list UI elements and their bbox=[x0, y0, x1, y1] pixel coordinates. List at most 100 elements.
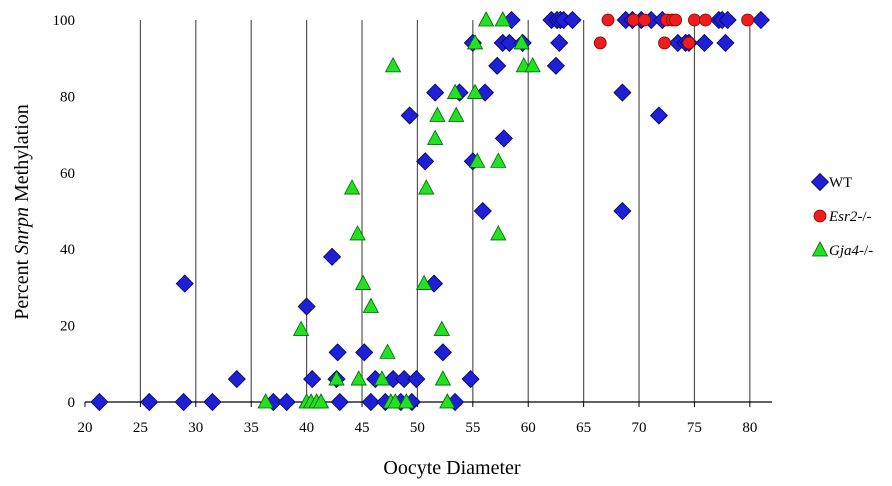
data-point-diamond bbox=[303, 370, 322, 389]
x-tick-label: 40 bbox=[299, 420, 314, 436]
data-point-triangle bbox=[429, 106, 446, 122]
data-point-diamond bbox=[473, 201, 492, 221]
data-point-triangle bbox=[433, 320, 450, 336]
legend-item: WT bbox=[810, 172, 852, 192]
y-tick-label: 40 bbox=[60, 242, 75, 258]
y-tick-label: 0 bbox=[68, 395, 76, 411]
data-point-triangle bbox=[379, 343, 396, 359]
data-point-triangle bbox=[343, 179, 361, 195]
data-point-triangle bbox=[418, 179, 435, 195]
data-point-diamond bbox=[297, 297, 316, 316]
legend-label: WT bbox=[829, 175, 852, 191]
series-diamond bbox=[90, 10, 770, 412]
data-point-circle bbox=[682, 36, 696, 50]
x-tick-label: 60 bbox=[521, 420, 536, 436]
x-tick-label: 80 bbox=[742, 420, 757, 436]
data-point-triangle bbox=[312, 393, 330, 409]
x-tick-label: 50 bbox=[410, 420, 425, 436]
data-point-circle bbox=[593, 36, 607, 50]
data-point-diamond bbox=[227, 370, 246, 389]
x-tick-label: 65 bbox=[576, 420, 591, 436]
data-points bbox=[90, 10, 770, 412]
data-point-diamond bbox=[613, 83, 632, 102]
data-point-circle bbox=[699, 13, 712, 27]
y-tick-label: 20 bbox=[60, 319, 75, 335]
data-point-diamond bbox=[416, 152, 435, 171]
series-triangle bbox=[257, 11, 541, 409]
data-point-diamond bbox=[407, 370, 426, 389]
data-point-diamond bbox=[563, 10, 582, 30]
data-point-circle bbox=[658, 36, 671, 50]
data-point-circle bbox=[741, 13, 755, 27]
data-point-circle bbox=[688, 13, 701, 27]
data-point-triangle bbox=[434, 370, 452, 386]
data-point-diamond bbox=[718, 10, 737, 30]
data-point-diamond bbox=[174, 392, 193, 412]
data-point-triangle bbox=[466, 83, 484, 99]
data-point-triangle bbox=[292, 320, 310, 336]
data-point-diamond bbox=[140, 392, 159, 412]
legend-marker-diamond bbox=[810, 172, 830, 192]
data-point-triangle bbox=[349, 225, 366, 241]
legend-item: Esr2-/- bbox=[813, 209, 872, 225]
data-point-triangle bbox=[466, 34, 484, 50]
data-point-diamond bbox=[649, 106, 669, 125]
data-point-triangle bbox=[362, 297, 380, 313]
data-point-triangle bbox=[415, 274, 433, 290]
data-point-triangle bbox=[387, 393, 404, 409]
data-point-triangle bbox=[439, 393, 456, 409]
y-tick-label: 100 bbox=[53, 13, 76, 29]
x-tick-labels: 20 25 30 35 40 45 50 55 60 65 70 75 80 bbox=[78, 402, 757, 436]
data-point-diamond bbox=[323, 247, 342, 266]
series-circle bbox=[593, 13, 755, 50]
data-point-diamond bbox=[751, 10, 770, 30]
data-point-triangle bbox=[477, 11, 495, 27]
x-tick-label: 55 bbox=[465, 420, 480, 436]
data-point-triangle bbox=[398, 393, 415, 409]
x-tick-label: 45 bbox=[355, 420, 370, 436]
data-point-diamond bbox=[328, 343, 347, 362]
data-point-circle bbox=[638, 13, 651, 27]
data-point-diamond bbox=[330, 392, 349, 412]
data-point-diamond bbox=[433, 343, 452, 362]
x-tick-label: 20 bbox=[78, 420, 93, 436]
data-point-diamond bbox=[494, 129, 513, 148]
x-tick-label: 30 bbox=[188, 420, 203, 436]
y-tick-label: 80 bbox=[60, 89, 75, 105]
x-tick-label: 35 bbox=[244, 420, 259, 436]
y-axis-title-gene: Snrpn bbox=[11, 207, 33, 255]
x-tick-label: 75 bbox=[687, 420, 702, 436]
y-axis-title-prefix: Percent bbox=[11, 255, 33, 320]
data-point-triangle bbox=[513, 34, 530, 50]
data-point-circle bbox=[601, 13, 615, 27]
legend: WT Esr2-/- Gja4-/- bbox=[810, 172, 873, 259]
data-point-diamond bbox=[175, 274, 194, 293]
legend-label: Esr2-/- bbox=[828, 209, 872, 225]
data-point-diamond bbox=[395, 370, 414, 389]
data-point-diamond bbox=[550, 33, 569, 52]
data-point-triangle bbox=[524, 56, 541, 73]
x-tick-label: 25 bbox=[133, 420, 148, 436]
x-axis-title: Oocyte Diameter bbox=[383, 457, 520, 479]
data-point-triangle bbox=[354, 274, 372, 290]
data-point-diamond bbox=[426, 83, 445, 102]
data-point-diamond bbox=[203, 392, 222, 412]
y-axis-title-suffix: Methylation bbox=[11, 104, 33, 207]
data-point-triangle bbox=[328, 370, 345, 386]
data-point-diamond bbox=[500, 33, 519, 52]
y-tick-labels: 0 20 40 60 80 100 bbox=[53, 13, 76, 411]
data-point-triangle bbox=[490, 225, 507, 241]
data-point-triangle bbox=[384, 56, 402, 73]
data-point-triangle bbox=[257, 393, 274, 409]
data-point-diamond bbox=[361, 392, 380, 412]
data-point-triangle bbox=[373, 370, 391, 386]
data-point-diamond bbox=[400, 106, 419, 125]
legend-marker-triangle bbox=[811, 241, 829, 257]
data-point-triangle bbox=[446, 83, 464, 99]
grid-lines bbox=[139, 20, 751, 402]
data-point-diamond bbox=[355, 343, 374, 362]
data-point-triangle bbox=[426, 129, 444, 145]
legend-item: Gja4-/- bbox=[811, 241, 873, 259]
data-point-diamond bbox=[716, 33, 735, 52]
